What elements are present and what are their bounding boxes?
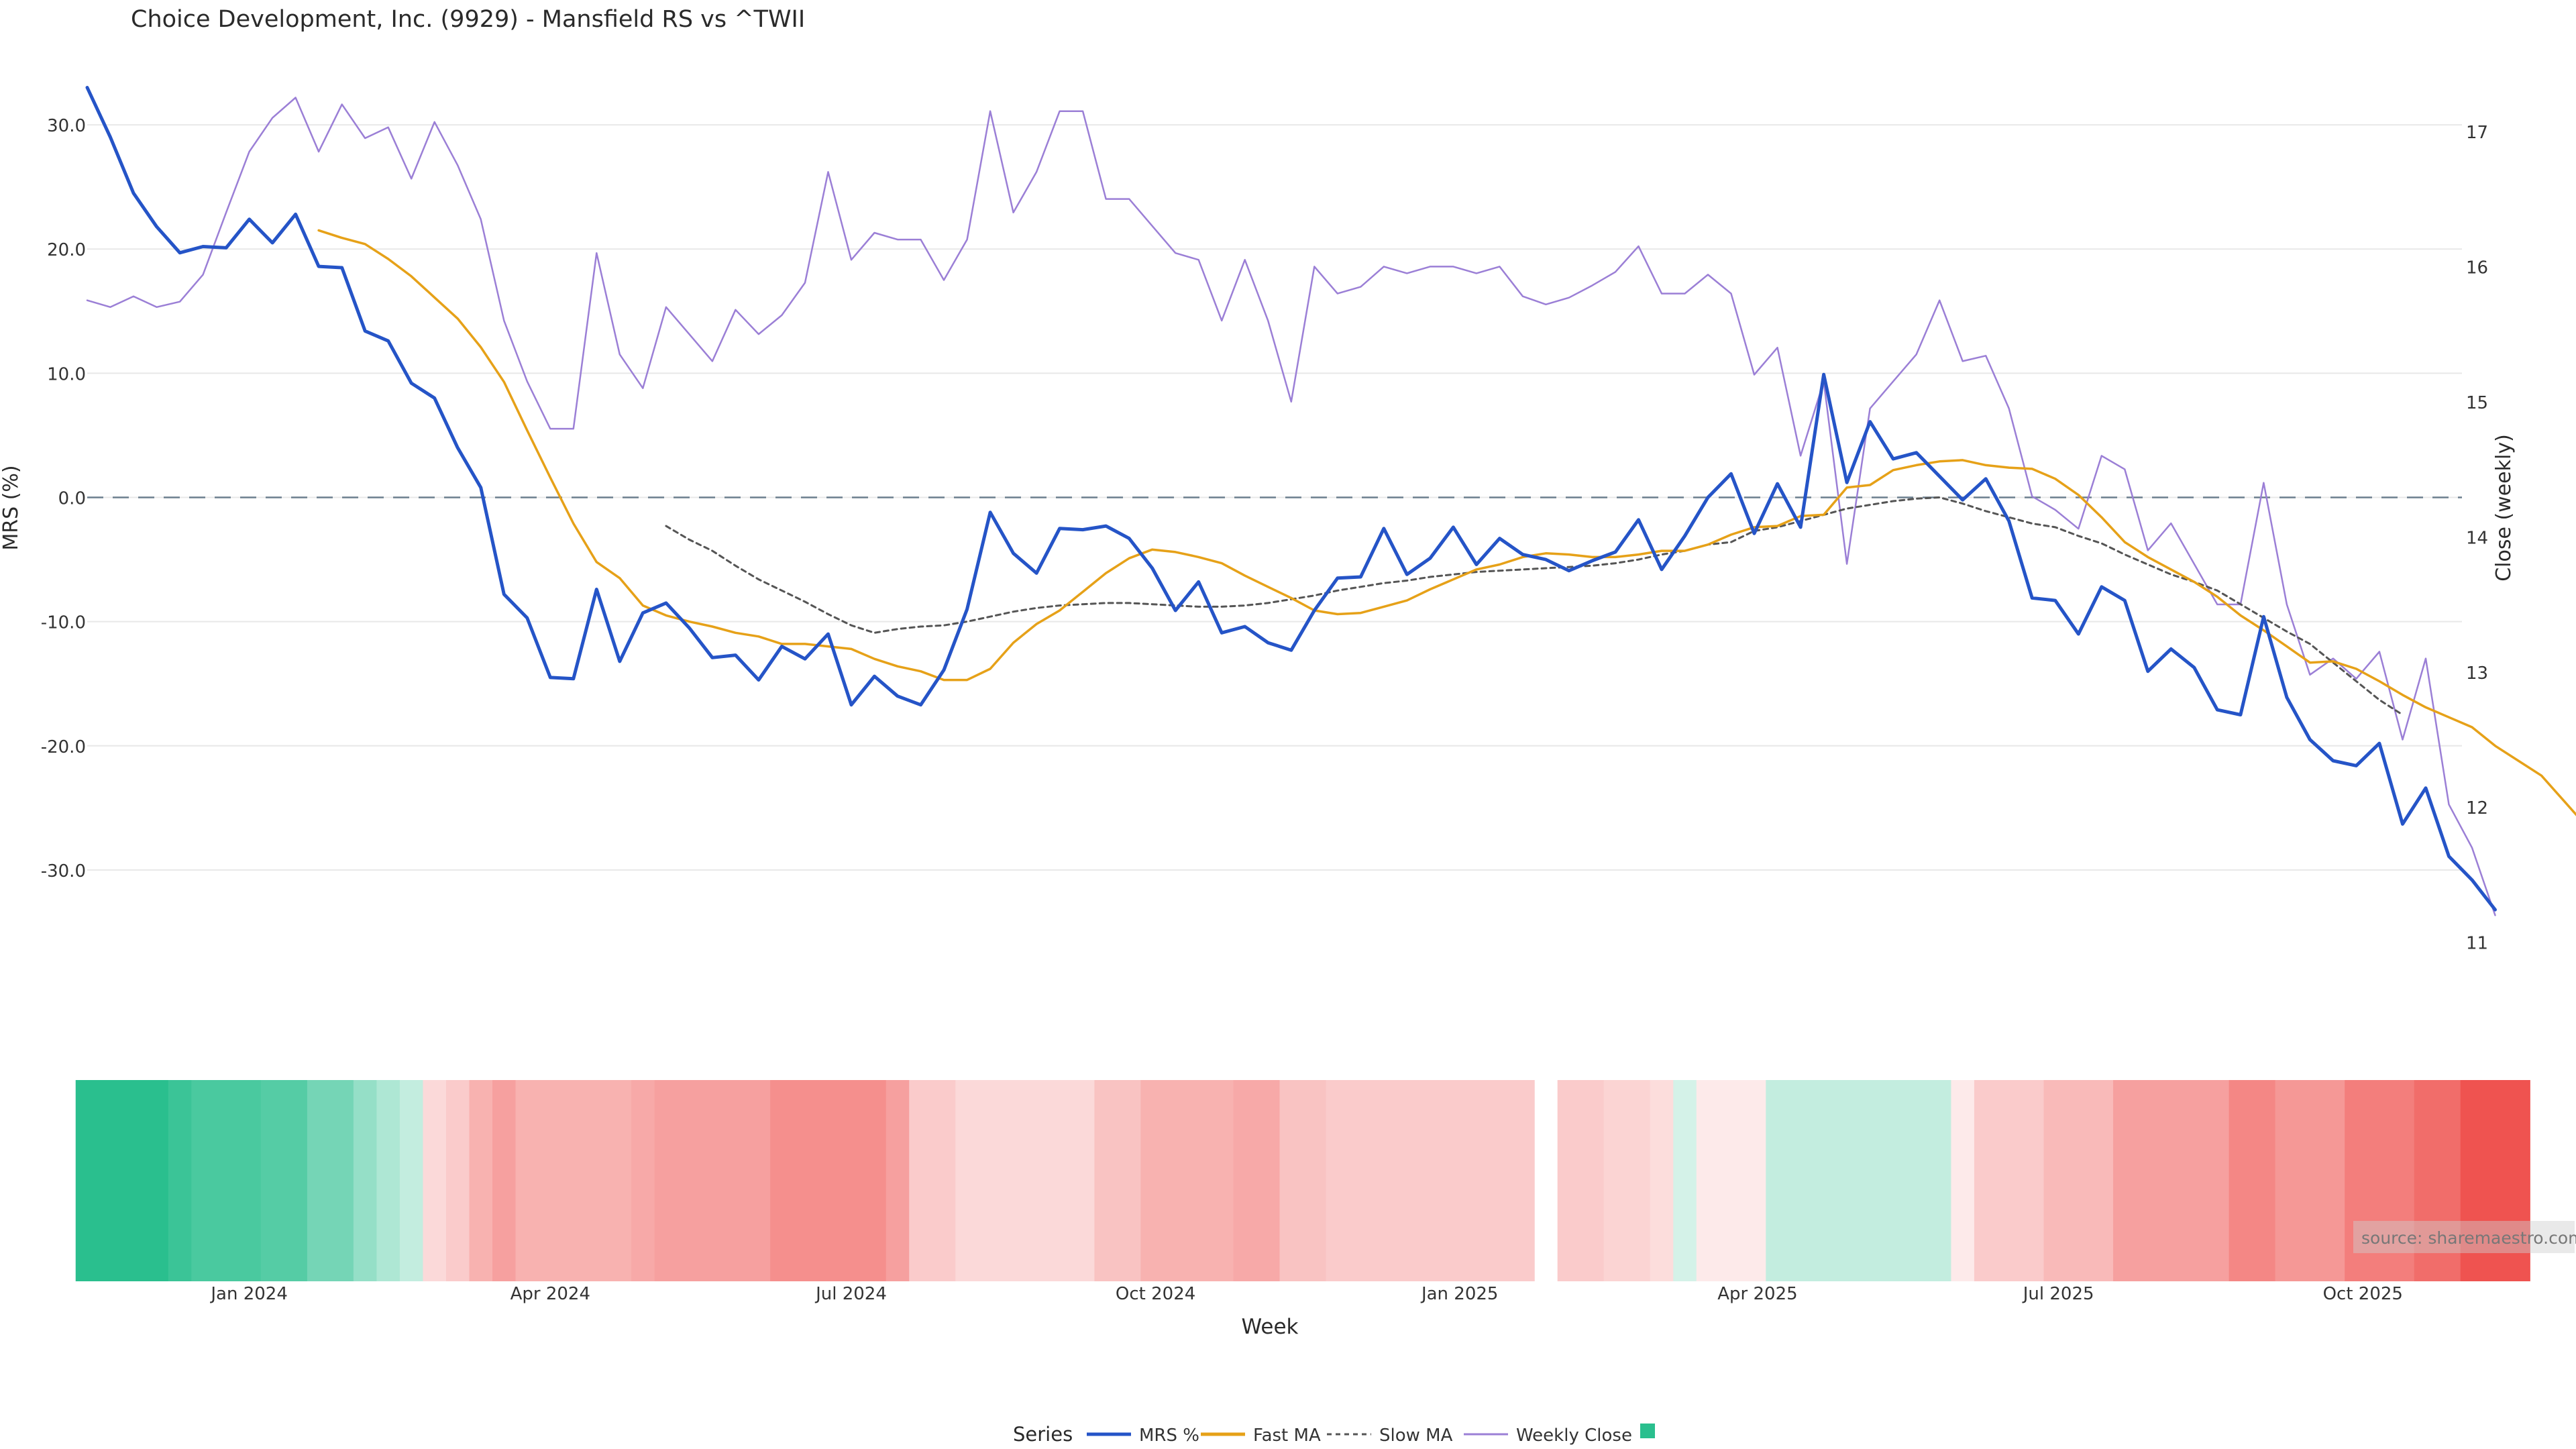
y-axis-left-label: MRS (%): [0, 465, 23, 550]
series-line-slow-ma: [665, 496, 2404, 716]
legend-label: Slow MA: [1379, 1426, 1453, 1446]
x-tick: Oct 2025: [2323, 1284, 2403, 1304]
x-tick: Apr 2025: [1717, 1284, 1797, 1304]
heatmap-cell: [1279, 1080, 1327, 1281]
heatmap-strip: [75, 1080, 2530, 1281]
heatmap-cell: [2043, 1080, 2114, 1281]
heatmap-cell: [2113, 1080, 2230, 1281]
axes: 30.0 20.0 10.0 0.0 -10.0 -20.0 -30.0 17 16 15 14 13…: [41, 116, 2488, 1304]
heatmap-cell: [2275, 1080, 2345, 1281]
heatmap-cell: [1094, 1080, 1142, 1281]
x-axis-label: Week: [1242, 1315, 1299, 1339]
x-tick: Jan 2025: [1420, 1284, 1499, 1304]
heatmap-cell: [1233, 1080, 1281, 1281]
heatmap-cell: [1557, 1080, 1605, 1281]
legend-label: MRS %: [1139, 1426, 1199, 1446]
heatmap-cell: [1603, 1080, 1651, 1281]
heatmap-cell: [1673, 1080, 1697, 1281]
x-tick: Apr 2024: [511, 1284, 590, 1304]
source-text: source: sharemaestro.com: [2361, 1228, 2576, 1248]
y-tick-left: -10.0: [41, 613, 86, 633]
heatmap-cell: [2414, 1080, 2461, 1281]
legend-label: Fast MA: [1253, 1426, 1321, 1446]
legend-swatch: [1640, 1424, 1655, 1438]
y-tick-right: 15: [2466, 393, 2488, 413]
series-line-weekly-close: [86, 97, 2496, 916]
heatmap-cell: [1766, 1080, 1952, 1281]
legend-label: Weekly Close: [1516, 1426, 1632, 1446]
heatmap-cell: [2460, 1080, 2530, 1281]
chart-title: Choice Development, Inc. (9929) - Mansfi…: [131, 6, 805, 33]
x-tick: Jul 2024: [814, 1284, 887, 1304]
y-tick-left: -20.0: [41, 737, 86, 757]
y-tick-right: 17: [2466, 123, 2488, 143]
heatmap-cell: [260, 1080, 308, 1281]
heatmap-cell: [492, 1080, 517, 1281]
heatmap-cell: [2345, 1080, 2415, 1281]
series-lines: [85, 86, 2576, 916]
y-tick-left: -30.0: [41, 861, 86, 881]
heatmap-cell: [445, 1080, 470, 1281]
series-line-mrs: [85, 86, 2497, 912]
heatmap-cell: [1140, 1080, 1234, 1281]
legend-title: Series: [1013, 1423, 1073, 1446]
y-axis-right-label: Close (weekly): [2492, 434, 2516, 582]
heatmap-cell: [75, 1080, 169, 1281]
heatmap-cell: [353, 1080, 378, 1281]
y-tick-left: 30.0: [47, 116, 86, 136]
legend: Series MRS % Fast MA Slow MA Weekly Close: [1013, 1423, 1655, 1446]
series-line-fast-ma: [317, 229, 2576, 816]
heatmap-cell: [515, 1080, 632, 1281]
x-tick: Jan 2024: [209, 1284, 288, 1304]
heatmap-cell: [1974, 1080, 2045, 1281]
y-tick-left: 20.0: [47, 240, 86, 260]
heatmap-cell: [191, 1080, 262, 1281]
heatmap-cell: [1326, 1080, 1535, 1281]
y-tick-left: 10.0: [47, 364, 86, 384]
y-tick-right: 12: [2466, 798, 2488, 818]
heatmap-cell: [1650, 1080, 1674, 1281]
heatmap-cell: [955, 1080, 1095, 1281]
y-tick-right: 14: [2466, 528, 2488, 548]
heatmap-cell: [885, 1080, 910, 1281]
heatmap-cell: [168, 1080, 192, 1281]
heatmap-cell: [423, 1080, 447, 1281]
heatmap-cell: [909, 1080, 956, 1281]
y-tick-left: 0.0: [58, 488, 86, 508]
heatmap-cell: [1951, 1080, 1975, 1281]
heatmap-cell: [376, 1080, 400, 1281]
x-tick: Oct 2024: [1116, 1284, 1195, 1304]
source-background: [2353, 1221, 2575, 1253]
heatmap-cell: [631, 1080, 655, 1281]
x-tick: Jul 2025: [2022, 1284, 2094, 1304]
heatmap-cell: [399, 1080, 424, 1281]
heatmap-cell: [2229, 1080, 2276, 1281]
y-tick-right: 13: [2466, 663, 2488, 684]
y-tick-right: 11: [2466, 934, 2488, 954]
heatmap-cell: [307, 1080, 354, 1281]
heatmap-cell: [1696, 1080, 1766, 1281]
y-tick-right: 16: [2466, 258, 2488, 278]
heatmap-cell: [469, 1080, 493, 1281]
heatmap-cell: [770, 1080, 887, 1281]
heatmap-cell: [654, 1080, 771, 1281]
source-annotation: source: sharemaestro.com: [2353, 1221, 2576, 1253]
